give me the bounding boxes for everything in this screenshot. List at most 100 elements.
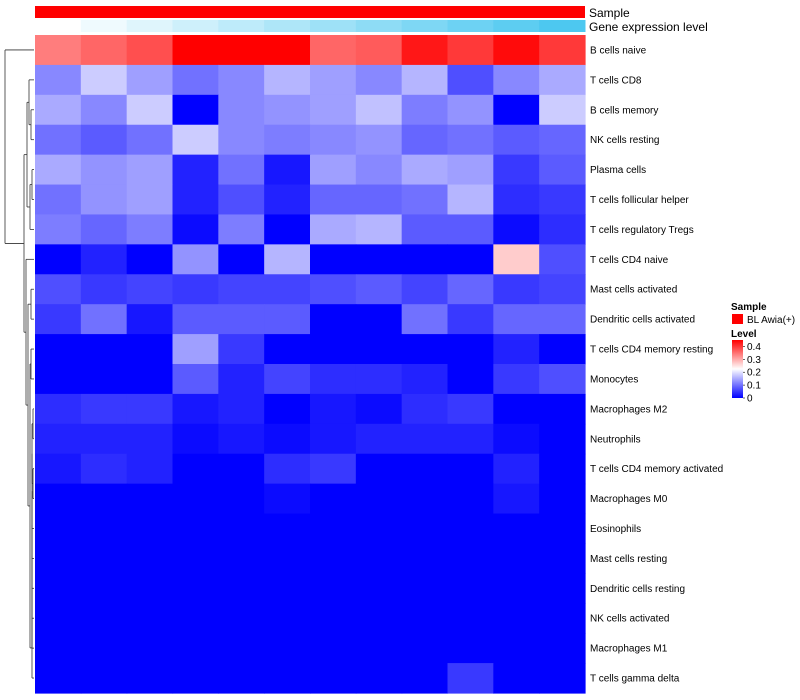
heatmap-cell — [218, 184, 265, 216]
row-label: T cells CD4 naive — [590, 255, 669, 266]
heatmap-cell — [264, 214, 311, 245]
heatmap-cell — [401, 214, 449, 245]
heatmap-cell — [264, 513, 311, 545]
heatmap-cell — [218, 94, 265, 126]
heatmap-cell — [126, 214, 174, 245]
heatmap-cell — [493, 483, 540, 515]
heatmap-cell — [172, 274, 219, 305]
heatmap-cell — [172, 573, 219, 604]
heatmap-cell — [401, 603, 449, 634]
heatmap-cell — [126, 633, 174, 664]
heatmap-cell — [310, 364, 357, 395]
heatmap-cell — [218, 543, 265, 574]
heatmap-cell — [172, 603, 219, 634]
heatmap-cell — [80, 124, 128, 156]
heatmap-cell — [493, 244, 540, 275]
heatmap-cell — [310, 304, 357, 335]
row-label: T cells regulatory Tregs — [590, 225, 694, 236]
heatmap-cell — [539, 244, 586, 275]
heatmap-cell — [310, 244, 357, 275]
legend-level-ticks: 0.4 0.3 0.2 0.1 0 — [743, 342, 761, 405]
heatmap-cell — [264, 184, 311, 216]
heatmap-cell — [493, 304, 540, 335]
heatmap-cell — [35, 154, 82, 186]
heatmap-cell — [493, 184, 540, 216]
heatmap-cell — [80, 453, 128, 485]
expression-track-cell — [539, 20, 586, 32]
heatmap-cell — [539, 543, 586, 574]
heatmap-cell — [264, 64, 311, 96]
heatmap-cell — [355, 423, 403, 455]
heatmap-cell — [172, 423, 219, 455]
heatmap-cell — [264, 633, 311, 664]
heatmap-cell — [126, 124, 174, 156]
heatmap-cell — [218, 35, 265, 66]
heatmap-cell — [447, 573, 494, 604]
heatmap-cell — [35, 214, 82, 245]
expression-track-cell — [310, 20, 357, 32]
heatmap-cell — [493, 214, 540, 245]
heatmap-cell — [80, 603, 128, 634]
expression-track-cell — [447, 20, 494, 32]
heatmap-cell — [493, 573, 540, 604]
heatmap-cell — [493, 274, 540, 305]
heatmap-cell — [310, 393, 357, 425]
row-label: Macrophages M0 — [590, 494, 668, 505]
heatmap-cell — [539, 633, 586, 664]
expression-track-cell — [80, 20, 128, 32]
legend-tick-label: 0.3 — [747, 355, 761, 366]
row-label: Macrophages M1 — [590, 644, 668, 655]
row-label: T cells CD4 memory resting — [590, 345, 713, 356]
heatmap-cell — [355, 35, 403, 66]
heatmap-cell — [172, 513, 219, 545]
heatmap-cell — [172, 244, 219, 275]
heatmap-cell — [80, 334, 128, 365]
heatmap-cell — [264, 304, 311, 335]
heatmap-cell — [172, 124, 219, 156]
heatmap-cell — [218, 364, 265, 395]
heatmap-cell — [126, 663, 174, 694]
heatmap-cell — [172, 483, 219, 515]
heatmap-cell — [35, 603, 82, 634]
heatmap-cell — [35, 663, 82, 694]
heatmap-cell — [310, 663, 357, 694]
heatmap-cell — [310, 603, 357, 634]
heatmap-cell — [447, 393, 494, 425]
row-label: Macrophages M2 — [590, 404, 668, 415]
heatmap-cell — [172, 543, 219, 574]
heatmap-cell — [264, 423, 311, 455]
heatmap-cell — [218, 154, 265, 186]
heatmap-cell — [447, 94, 494, 126]
heatmap-cell — [401, 393, 449, 425]
heatmap-cell — [80, 64, 128, 96]
heatmap-cell — [172, 334, 219, 365]
heatmap-cell — [172, 633, 219, 664]
heatmap-cell — [218, 274, 265, 305]
heatmap-cell — [35, 573, 82, 604]
heatmap-cell — [310, 94, 357, 126]
heatmap-cell — [35, 633, 82, 664]
heatmap-cell — [447, 35, 494, 66]
heatmap-cell — [264, 274, 311, 305]
heatmap-cell — [35, 423, 82, 455]
heatmap-cell — [447, 423, 494, 455]
heatmap-cell — [355, 214, 403, 245]
legend-tick-label: 0.1 — [747, 381, 761, 392]
heatmap-cell — [355, 94, 403, 126]
heatmap-cell — [35, 64, 82, 96]
heatmap-cell — [310, 453, 357, 485]
heatmap-cell — [218, 334, 265, 365]
expression-track-cell — [264, 20, 311, 32]
expression-track-cell — [218, 20, 265, 32]
heatmap-cell — [35, 124, 82, 156]
heatmap-cell — [355, 603, 403, 634]
heatmap-cell — [126, 304, 174, 335]
heatmap-cell — [447, 154, 494, 186]
row-label: Mast cells resting — [590, 554, 667, 565]
heatmap-cell — [355, 483, 403, 515]
heatmap-cell — [310, 184, 357, 216]
heatmap-cell — [35, 364, 82, 395]
legend-sample-swatch — [732, 314, 743, 324]
heatmap-cell — [401, 423, 449, 455]
heatmap-cell — [539, 154, 586, 186]
